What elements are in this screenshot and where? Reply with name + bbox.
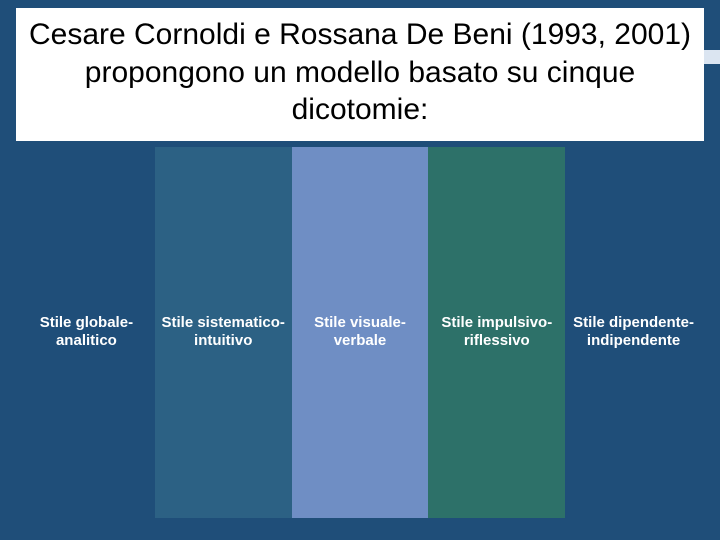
column-3: Stile visuale-verbale	[292, 147, 429, 519]
column-4: Stile impulsivo-riflessivo	[428, 147, 565, 519]
title-box: Cesare Cornoldi e Rossana De Beni (1993,…	[16, 8, 704, 141]
title-text: Cesare Cornoldi e Rossana De Beni (1993,…	[29, 18, 691, 126]
column-label: Stile impulsivo-riflessivo	[434, 314, 559, 350]
column-2: Stile sistematico-intuitivo	[155, 147, 292, 519]
column-1: Stile globale-analitico	[18, 147, 155, 519]
column-label: Stile sistematico-intuitivo	[161, 314, 286, 350]
slide: Cesare Cornoldi e Rossana De Beni (1993,…	[0, 0, 720, 540]
column-label: Stile dipendente-indipendente	[571, 314, 696, 350]
column-label: Stile visuale-verbale	[298, 314, 423, 350]
column-label: Stile globale-analitico	[24, 314, 149, 350]
columns: Stile globale-analitico Stile sistematico…	[18, 147, 702, 519]
column-5: Stile dipendente-indipendente	[565, 147, 702, 519]
